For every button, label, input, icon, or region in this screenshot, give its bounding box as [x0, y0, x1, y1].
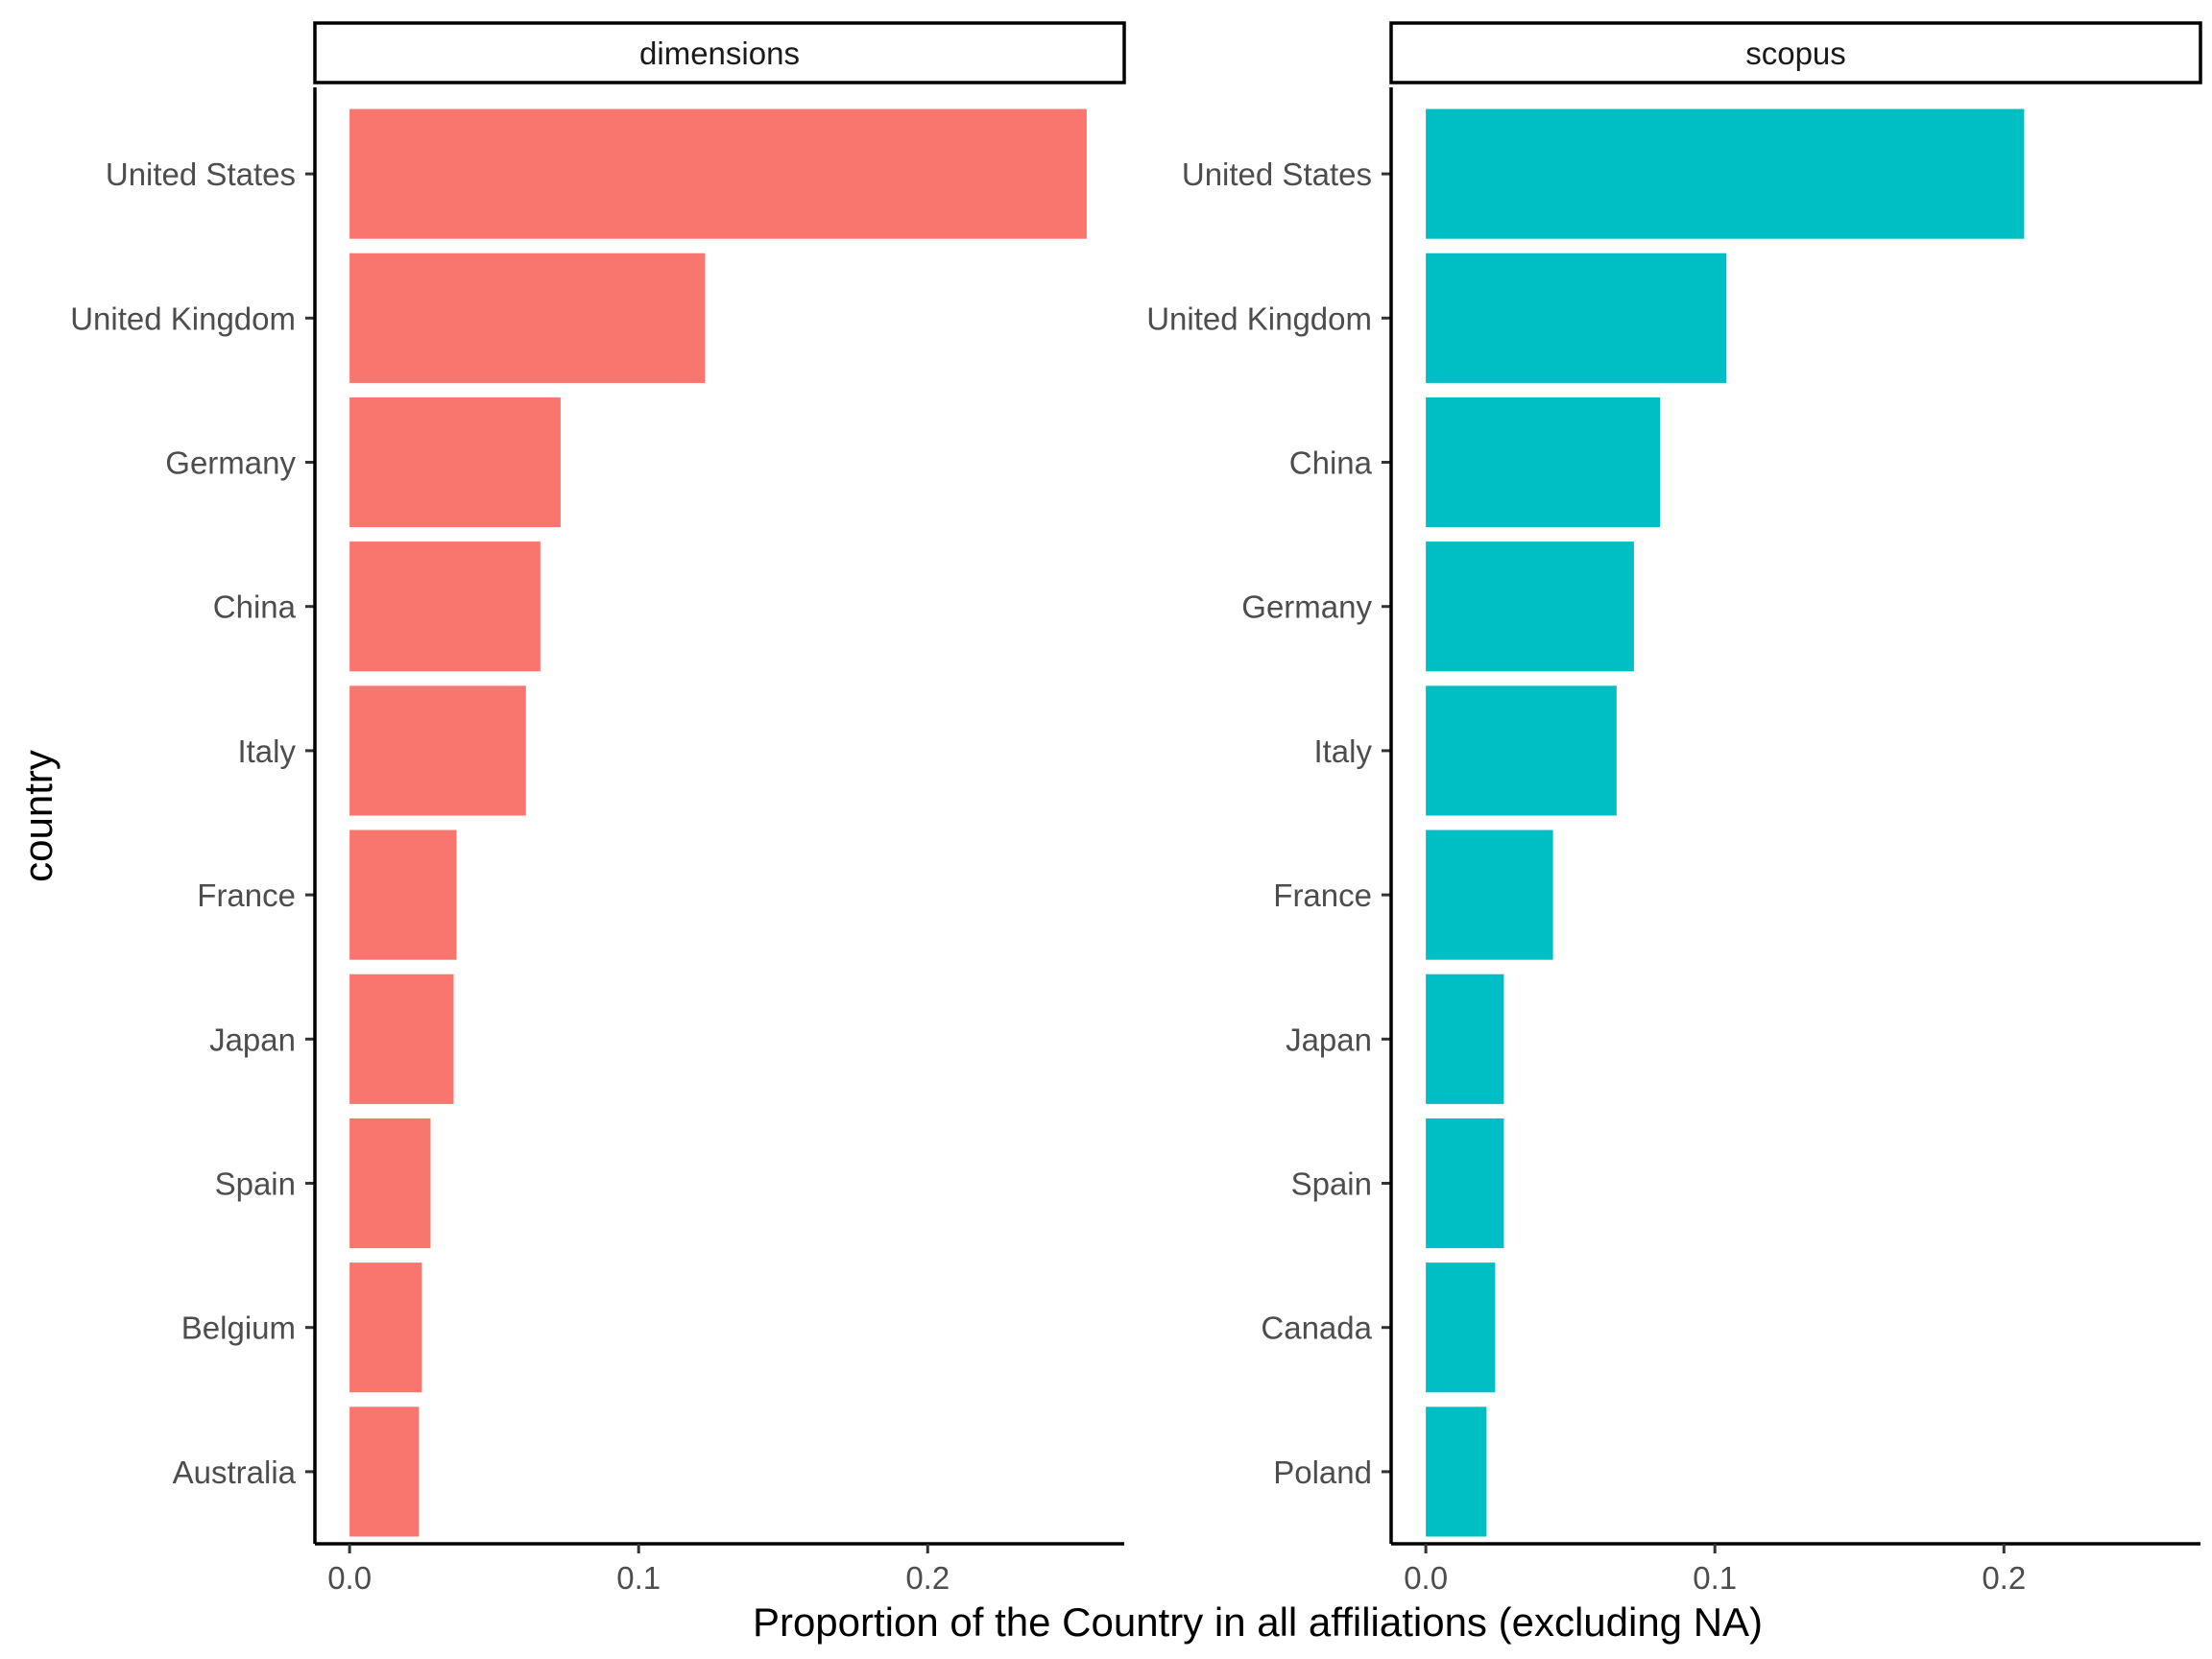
y-tick-label: Japan — [1286, 1022, 1372, 1057]
bar — [349, 974, 454, 1104]
y-tick-label: Australia — [173, 1455, 297, 1490]
y-tick-label: Spain — [1291, 1166, 1372, 1202]
x-axis-title: Proportion of the Country in all affilia… — [753, 1599, 1763, 1645]
x-tick-label: 0.0 — [327, 1560, 372, 1596]
y-tick-label: Japan — [209, 1022, 296, 1057]
y-tick-label: Germany — [165, 445, 296, 481]
y-axis-title: country — [15, 750, 60, 882]
bar — [1426, 685, 1617, 816]
facet-panel-scopus: scopus United States United Kingdom China Ge… — [1146, 21, 2202, 1596]
bar — [349, 830, 457, 960]
x-tick-label: 0.1 — [1693, 1560, 1737, 1596]
y-tick-label: Canada — [1261, 1310, 1372, 1346]
bar — [349, 252, 706, 383]
bar — [349, 1407, 420, 1537]
bar — [1426, 974, 1504, 1104]
y-tick-label: Italy — [237, 733, 296, 769]
x-tick-label: 0.0 — [1404, 1560, 1448, 1596]
bar — [1426, 1407, 1487, 1537]
y-tick-label: France — [1273, 878, 1372, 913]
bar — [1426, 1118, 1504, 1249]
y-tick-label: Germany — [1241, 589, 1372, 625]
y-tick-label: Belgium — [181, 1310, 296, 1346]
bar — [1426, 1262, 1496, 1393]
facet-strip — [313, 21, 1126, 84]
y-tick-label: Italy — [1313, 733, 1372, 769]
y-tick-label: United States — [1182, 156, 1372, 192]
x-tick-label: 0.2 — [905, 1560, 950, 1596]
facet-strip-label: scopus — [1745, 36, 1846, 71]
bar — [349, 1262, 422, 1393]
bar — [1426, 397, 1660, 528]
facet-panel-dimensions: dimensions United States United Kingdom Ger… — [70, 21, 1126, 1596]
bar — [1426, 830, 1553, 960]
bar — [1426, 108, 2025, 239]
y-tick-label: Poland — [1273, 1455, 1372, 1490]
y-tick-label: United Kingdom — [1146, 301, 1372, 336]
bar — [349, 541, 541, 672]
bar — [1426, 541, 1634, 672]
y-tick-label: United Kingdom — [70, 301, 296, 336]
x-tick-label: 0.1 — [616, 1560, 661, 1596]
facet-panels: dimensions United States United Kingdom Ger… — [70, 21, 2202, 1596]
facet-strip — [1389, 21, 2202, 84]
y-tick-label: United States — [106, 156, 296, 192]
bar — [1426, 252, 1727, 383]
bar — [349, 1118, 431, 1249]
y-tick-label: Spain — [215, 1166, 296, 1202]
x-tick-label: 0.2 — [1982, 1560, 2026, 1596]
bar — [349, 685, 526, 816]
bar — [349, 108, 1087, 239]
bar — [349, 397, 561, 528]
y-tick-label: France — [197, 878, 296, 913]
facet-strip-label: dimensions — [639, 36, 800, 71]
y-tick-label: China — [1289, 445, 1373, 481]
y-tick-label: China — [213, 589, 297, 625]
